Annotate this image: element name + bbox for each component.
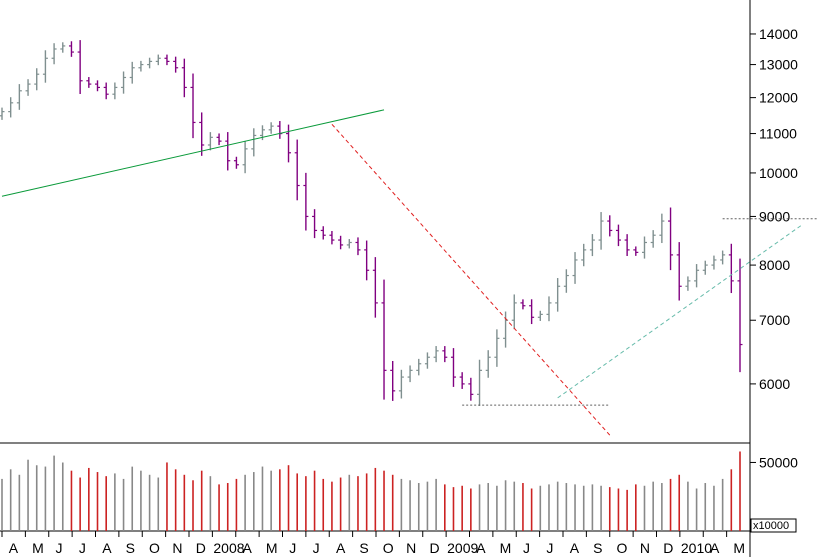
y-tick-label: 14000 <box>759 26 798 42</box>
x-tick-label: A <box>570 540 580 556</box>
trend-line <box>557 225 802 399</box>
y-tick-label: 12000 <box>759 90 798 106</box>
x-tick-label: J <box>79 540 86 556</box>
x-tick-label: J <box>523 540 530 556</box>
x-tick-label: M <box>266 540 278 556</box>
y-tick-label: 8000 <box>759 257 790 273</box>
x-tick-label: J <box>55 540 62 556</box>
x-tick-label: S <box>593 540 602 556</box>
x-tick-label: J <box>546 540 553 556</box>
x-tick-label: N <box>640 540 650 556</box>
x-tick-label: A <box>102 540 112 556</box>
x-tick-label: A <box>242 540 252 556</box>
x-tick-label: A <box>476 540 486 556</box>
x-tick-label: A <box>710 540 720 556</box>
x-tick-label: M <box>500 540 512 556</box>
x-tick-label: 2008 <box>213 540 244 556</box>
x-tick-label: N <box>172 540 182 556</box>
y-tick-label: 9000 <box>759 208 790 224</box>
trend-line <box>1 109 385 197</box>
x-tick-label: D <box>196 540 206 556</box>
y-tick-label: 13000 <box>759 57 798 73</box>
y-tick-label: 10000 <box>759 165 798 181</box>
y-tick-label: 6000 <box>759 376 790 392</box>
volume-tick-label: 50000 <box>759 454 798 470</box>
x-tick-label: S <box>126 540 135 556</box>
y-tick-label: 7000 <box>759 312 790 328</box>
x-tick-label: D <box>663 540 673 556</box>
x-tick-label: S <box>359 540 368 556</box>
x-tick-label: 2009 <box>447 540 478 556</box>
volume-unit-label: x10000 <box>753 520 789 532</box>
volume-unit-box <box>750 518 797 533</box>
x-tick-label: O <box>149 540 160 556</box>
x-tick-label: O <box>383 540 394 556</box>
x-tick-label: A <box>336 540 346 556</box>
x-tick-label: D <box>429 540 439 556</box>
x-tick-label: J <box>289 540 296 556</box>
x-tick-label: J <box>313 540 320 556</box>
x-tick-label: M <box>32 540 44 556</box>
x-tick-label: A <box>9 540 19 556</box>
y-tick-label: 11000 <box>759 126 797 142</box>
x-tick-label: N <box>406 540 416 556</box>
x-tick-label: M <box>733 540 745 556</box>
x-tick-label: O <box>616 540 627 556</box>
x-tick-label: 2010 <box>681 540 712 556</box>
